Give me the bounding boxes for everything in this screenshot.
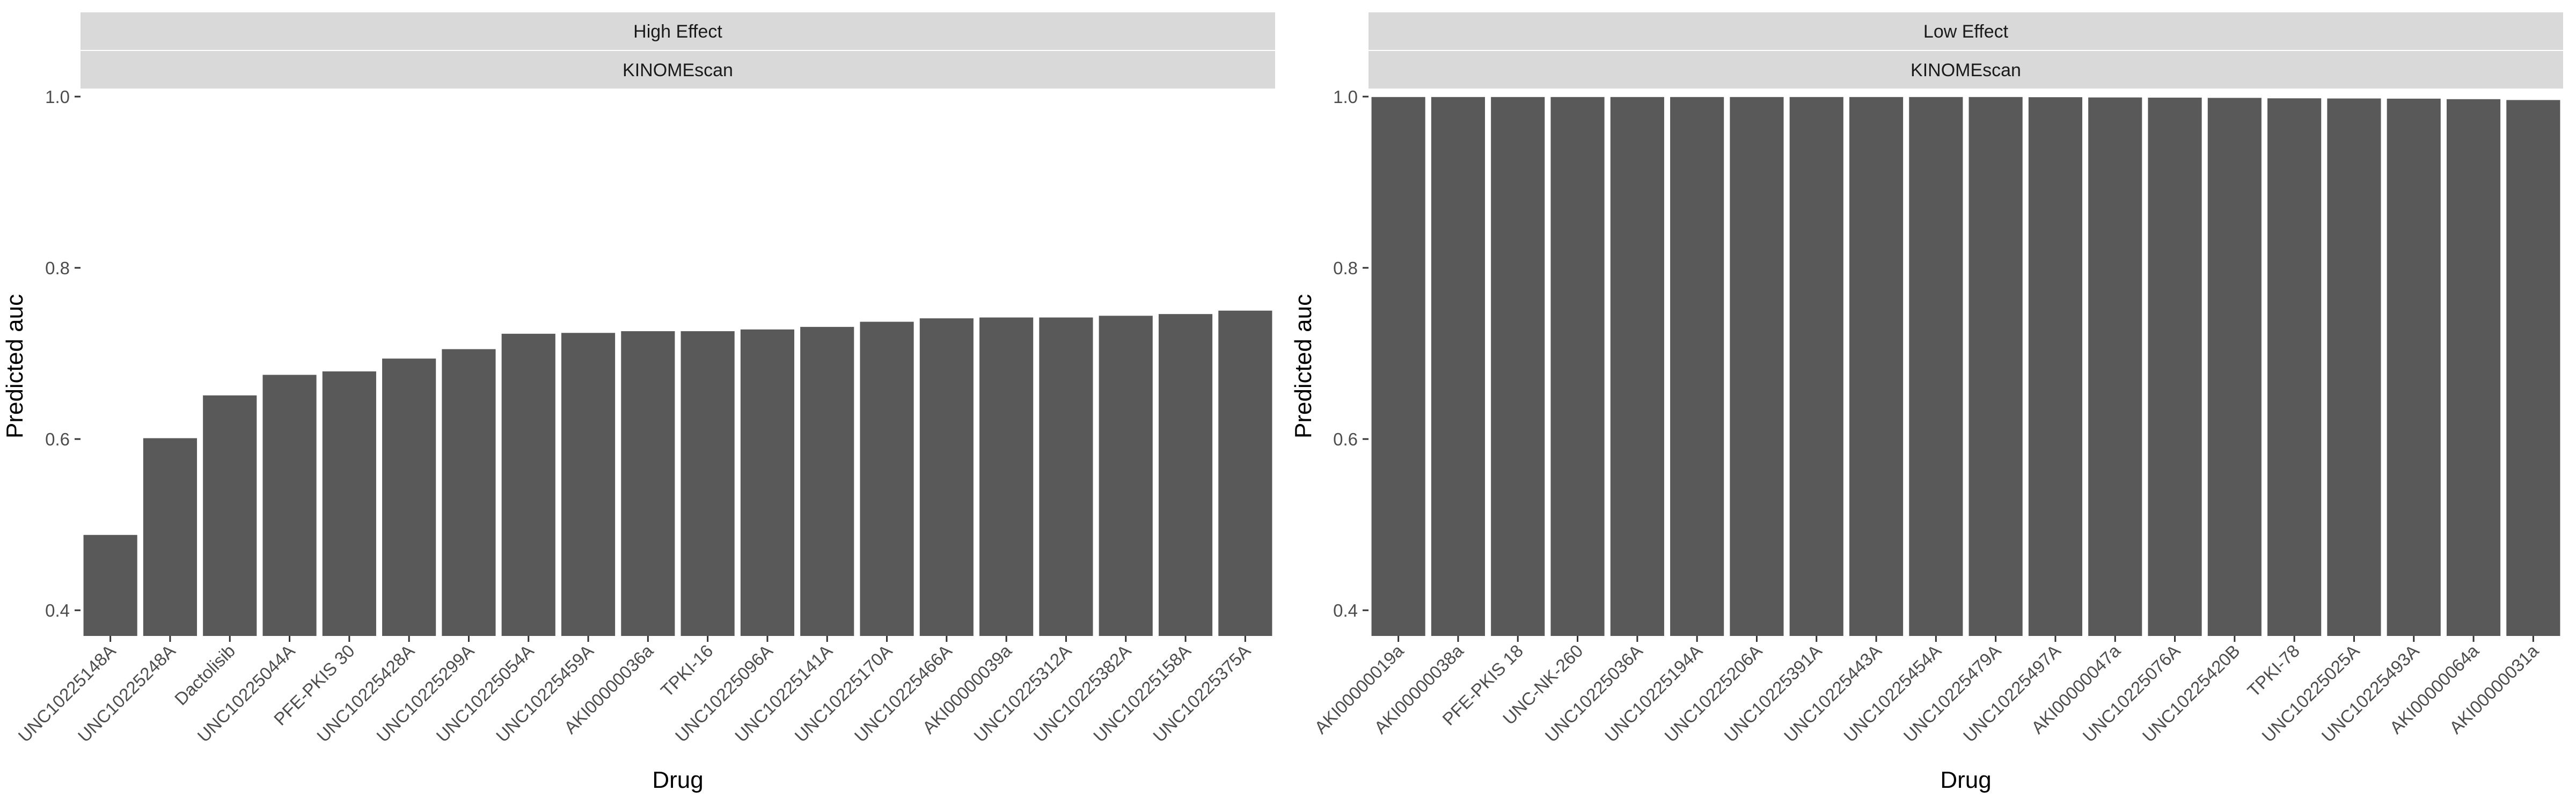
bar	[2506, 100, 2560, 636]
x-axis-title: Drug	[1940, 767, 1991, 793]
bar	[919, 318, 974, 636]
bar	[1610, 97, 1664, 636]
bar	[561, 333, 616, 636]
y-tick-label: 0.6	[45, 429, 70, 449]
bar	[800, 327, 854, 636]
bar	[1039, 317, 1093, 636]
bar	[1158, 314, 1213, 636]
y-axis-title: Predicted auc	[1290, 294, 1316, 438]
bar	[1730, 97, 1784, 636]
chart-panel-2: Low EffectKINOMEscan0.40.60.81.0AKI00000…	[1290, 12, 2563, 793]
y-tick-label: 0.4	[1333, 601, 1358, 620]
bar	[2088, 97, 2142, 636]
bar	[1968, 97, 2023, 636]
facet-strip-top	[80, 12, 1275, 50]
bar	[1218, 310, 1272, 636]
x-tick-label: TPKI-78	[2243, 641, 2303, 701]
bar	[1789, 97, 1843, 636]
bar	[1909, 97, 1963, 636]
bar	[442, 349, 496, 636]
bar	[680, 331, 735, 636]
bar	[740, 329, 795, 636]
x-axis-title: Drug	[652, 767, 703, 793]
facet-strip-top-label: High Effect	[633, 21, 722, 42]
bar	[2207, 98, 2262, 636]
y-tick-label: 0.4	[45, 601, 70, 620]
bar	[2446, 99, 2501, 636]
chart-panel-1: High EffectKINOMEscan0.40.60.81.0UNC1022…	[2, 12, 1275, 793]
x-tick-label: TPKI-16	[657, 641, 717, 701]
y-axis-title: Predicted auc	[2, 294, 28, 438]
bar	[1371, 97, 1425, 636]
bar	[501, 333, 555, 636]
facet-strip-bottom-label: KINOMEscan	[623, 60, 733, 80]
bar	[1550, 97, 1605, 636]
bar	[203, 395, 257, 636]
bar	[860, 321, 914, 636]
bar	[2387, 98, 2441, 636]
bar	[1849, 97, 1904, 636]
bar	[1431, 97, 1485, 636]
bar	[979, 317, 1034, 636]
bar	[1491, 97, 1545, 636]
bar	[2148, 97, 2202, 636]
bar	[262, 375, 317, 636]
facet-strip-bottom-label: KINOMEscan	[1911, 60, 2021, 80]
facet-strip-bottom	[80, 51, 1275, 89]
facet-strip-bottom	[1368, 51, 2563, 89]
bar	[2327, 98, 2381, 636]
facet-strip-top-label: Low Effect	[1923, 21, 2009, 42]
bar	[2267, 98, 2322, 636]
y-tick-label: 1.0	[45, 87, 70, 107]
bar	[621, 331, 675, 636]
bar	[83, 535, 137, 636]
bar	[1670, 97, 1724, 636]
y-tick-label: 0.6	[1333, 429, 1358, 449]
bar	[382, 358, 436, 636]
y-tick-label: 0.8	[1333, 258, 1358, 278]
facet-strip-top	[1368, 12, 2563, 50]
bar	[322, 371, 376, 636]
y-tick-label: 1.0	[1333, 87, 1358, 107]
y-tick-label: 0.8	[45, 258, 70, 278]
bar	[1099, 316, 1153, 636]
bar	[2028, 97, 2083, 636]
bar	[143, 438, 197, 636]
